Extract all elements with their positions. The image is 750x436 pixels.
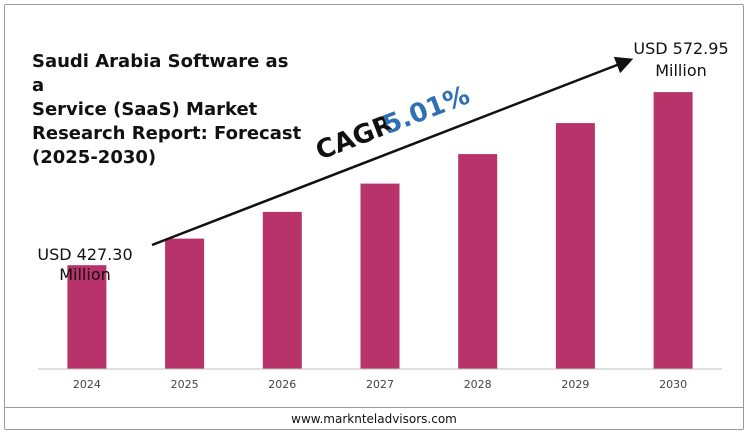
- x-tick-labels: 2024 2025 2026 2027 2028 2029 2030: [73, 378, 687, 391]
- x-tick-2027: 2027: [366, 378, 394, 391]
- chart-title: Saudi Arabia Software as a Service (SaaS…: [32, 51, 302, 168]
- bar-2028: [458, 154, 498, 369]
- cagr-value: 5.01%: [379, 80, 474, 140]
- start-value-line1: USD 427.30: [37, 245, 132, 264]
- x-tick-2030: 2030: [659, 378, 687, 391]
- footer-divider: [4, 407, 744, 408]
- x-tick-2029: 2029: [561, 378, 589, 391]
- bar-2026: [262, 211, 302, 369]
- x-tick-2024: 2024: [73, 378, 101, 391]
- cagr-annotation: CAGR 5.01%: [312, 80, 474, 166]
- x-tick-2026: 2026: [268, 378, 296, 391]
- bar-2030: [653, 92, 693, 369]
- x-tick-2025: 2025: [171, 378, 199, 391]
- bar-2024: [67, 265, 107, 369]
- footer-website: www.marknteladvisors.com: [291, 412, 457, 426]
- end-value-line1: USD 572.95: [633, 39, 728, 58]
- start-value-line2: Million: [59, 265, 111, 284]
- end-value-line2: Million: [655, 61, 707, 80]
- bar-2029: [555, 123, 595, 369]
- cagr-arrow: [151, 56, 634, 247]
- bar-2027: [360, 183, 400, 369]
- bar-2025: [165, 238, 205, 369]
- x-tick-2028: 2028: [464, 378, 492, 391]
- bars-group: [67, 92, 693, 369]
